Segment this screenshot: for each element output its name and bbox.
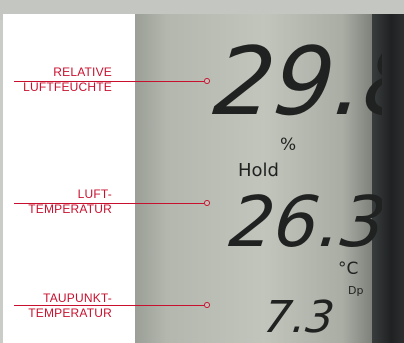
dewpoint-value: 7.3 bbox=[261, 292, 336, 343]
label-line: RELATIVE bbox=[53, 65, 112, 79]
label-line: TEMPERATUR bbox=[28, 202, 112, 216]
label-air-temperature: LUFT- TEMPERATUR bbox=[0, 187, 112, 217]
leader-dot-dewpoint bbox=[204, 302, 210, 308]
temperature-unit: °C bbox=[338, 259, 358, 279]
humidity-unit: % bbox=[280, 135, 296, 155]
label-line: TAUPUNKT- bbox=[43, 291, 112, 305]
leader-line-dewpoint bbox=[14, 305, 204, 306]
leader-line-humidity bbox=[14, 81, 204, 82]
label-panel bbox=[3, 14, 135, 343]
dewpoint-marker: Dp bbox=[348, 284, 363, 297]
lcd-readout: 29.8 % Hold 26.3 °C Dp 7.3 bbox=[209, 28, 382, 343]
leader-dot-temperature bbox=[204, 200, 210, 206]
leader-dot-humidity bbox=[204, 78, 210, 84]
hold-indicator: Hold bbox=[238, 160, 279, 181]
label-line: LUFT- bbox=[77, 187, 112, 201]
label-dewpoint-temperature: TAUPUNKT- TEMPERATUR bbox=[0, 291, 112, 321]
temperature-value: 26.3 bbox=[226, 181, 382, 263]
label-relative-humidity: RELATIVE LUFTFEUCHTE bbox=[0, 65, 112, 95]
leader-line-temperature bbox=[14, 203, 204, 204]
label-line: TEMPERATUR bbox=[28, 306, 112, 320]
humidity-value: 29.8 bbox=[209, 28, 382, 137]
lcd-bezel-edge bbox=[372, 14, 404, 343]
lcd-screen bbox=[120, 14, 382, 343]
label-line: LUFTFEUCHTE bbox=[23, 80, 112, 94]
